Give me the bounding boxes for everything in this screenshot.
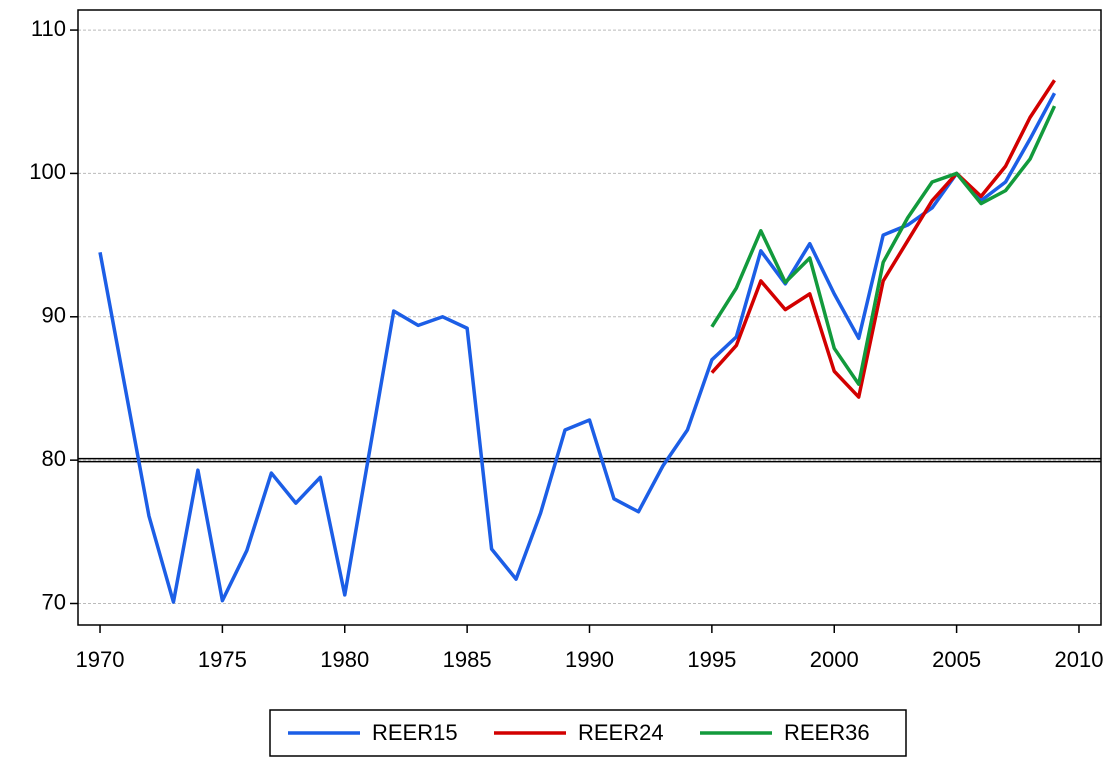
legend-label: REER15 [372,720,458,745]
x-tick-label: 1995 [687,647,736,672]
x-tick-label: 2010 [1054,647,1103,672]
y-tick-label: 80 [42,446,66,471]
x-tick-label: 1980 [320,647,369,672]
x-tick-label: 1975 [198,647,247,672]
legend-label: REER36 [784,720,870,745]
x-tick-label: 1985 [443,647,492,672]
y-tick-label: 90 [42,303,66,328]
x-tick-label: 1990 [565,647,614,672]
x-tick-label: 1970 [76,647,125,672]
x-tick-label: 2005 [932,647,981,672]
series-line [710,79,1056,399]
series-line [98,92,1057,604]
legend-label: REER24 [578,720,664,745]
y-tick-label: 70 [42,589,66,614]
series-line [710,105,1057,386]
y-tick-label: 100 [29,159,66,184]
legend-box [269,709,907,757]
plot-frame [77,9,1102,626]
y-tick-label: 110 [31,16,66,41]
x-tick-label: 2000 [810,647,859,672]
